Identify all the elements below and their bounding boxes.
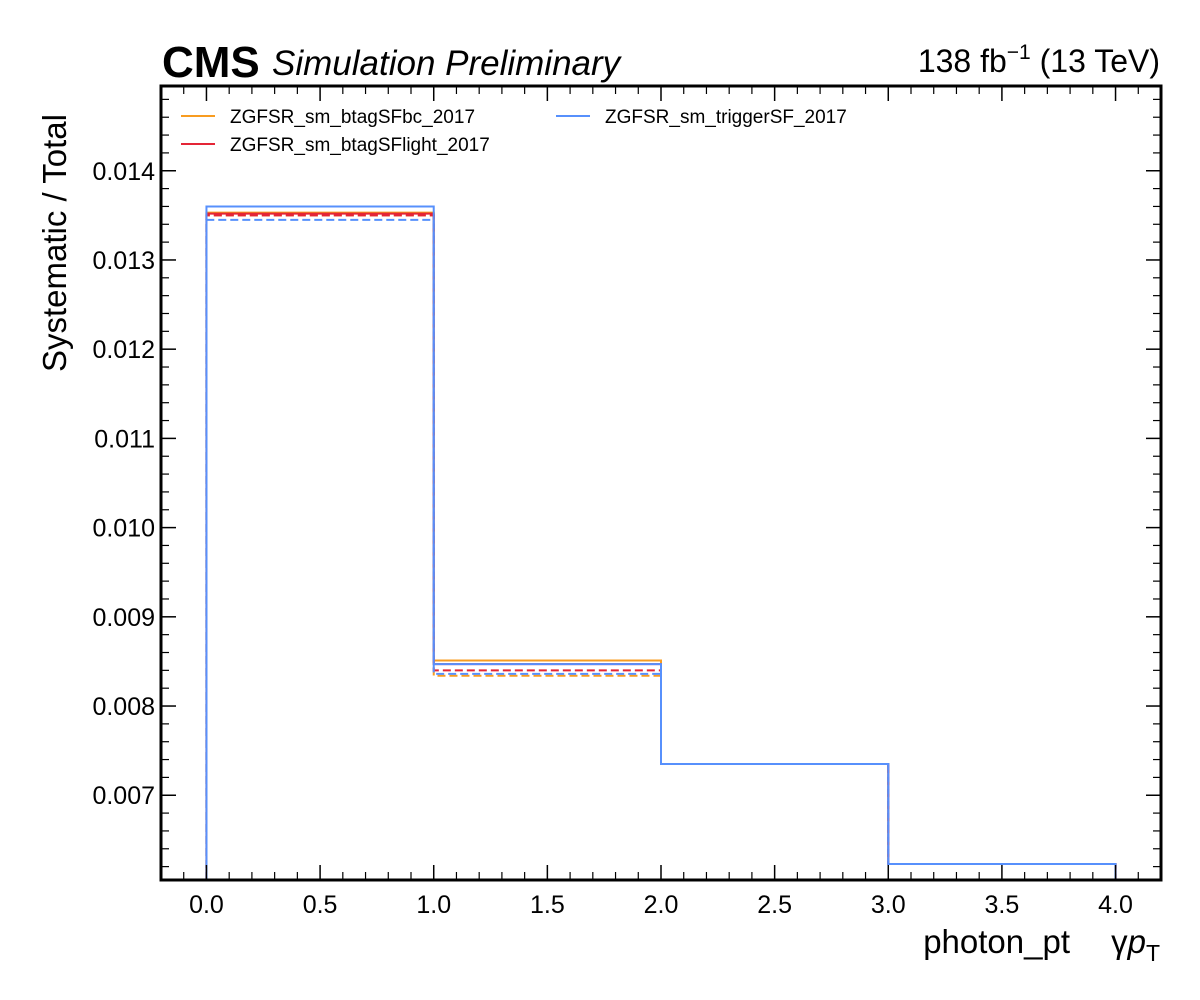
y-tick-label: 0.014 (92, 158, 155, 186)
energy-label: (13 TeV) (1031, 43, 1160, 79)
y-axis-title: Systematic / Total (36, 114, 73, 372)
x-tick-label: 2.0 (644, 891, 679, 919)
legend-label-0: ZGFSR_sm_btagSFbc_2017 (230, 107, 475, 128)
y-tick-label: 0.012 (92, 336, 155, 364)
x-tick-label: 0.0 (189, 891, 224, 919)
x-tick-label: 0.5 (303, 891, 338, 919)
legend: ZGFSR_sm_btagSFbc_2017 ZGFSR_sm_btagSFlig… (181, 107, 847, 156)
legend-label-2: ZGFSR_sm_triggerSF_2017 (605, 107, 847, 128)
x-axis-symbol-var: p (1127, 923, 1146, 960)
series-0-up (205, 211, 1117, 880)
x-axis-symbol-prefix: γ (1111, 923, 1128, 960)
lumi-label: 138 fb−1 (13 TeV) (918, 41, 1160, 79)
x-axis-symbol: γpT (1111, 923, 1160, 966)
legend-label-1: ZGFSR_sm_btagSFlight_2017 (230, 135, 490, 156)
series-1-up (205, 212, 1117, 880)
series-0-down (205, 214, 1117, 880)
experiment-label: CMS (162, 38, 260, 87)
x-tick-label: 3.5 (985, 891, 1020, 919)
series-1-down (205, 214, 1117, 880)
series-2-down (205, 218, 1117, 880)
y-tick-label: 0.011 (94, 425, 155, 453)
labels-layer: 0.0 0.5 1.0 1.5 2.0 2.5 3.0 3.5 4.0 0.007 0.008 0.0… (92, 158, 1132, 919)
x-axis-symbol-sub: T (1146, 940, 1160, 966)
y-tick-label: 0.008 (92, 693, 155, 721)
x-tick-label: 1.5 (530, 891, 565, 919)
x-tick-label: 4.0 (1098, 891, 1133, 919)
y-tick-label: 0.010 (92, 515, 155, 543)
x-axis-title: photon_pt (923, 923, 1070, 960)
x-tick-label: 2.5 (757, 891, 792, 919)
y-tick-label: 0.007 (92, 782, 155, 810)
series-2-up (205, 205, 1117, 880)
y-tick-label: 0.009 (92, 604, 155, 632)
series-layer (205, 205, 1117, 880)
plot-frame (159, 84, 1163, 882)
status-label: Simulation Preliminary (272, 44, 623, 83)
x-tick-label: 3.0 (871, 891, 906, 919)
lumi-value: 138 fb (918, 43, 1007, 79)
y-tick-label: 0.013 (92, 247, 155, 275)
x-tick-label: 1.0 (416, 891, 451, 919)
lumi-exponent: −1 (1007, 41, 1031, 64)
